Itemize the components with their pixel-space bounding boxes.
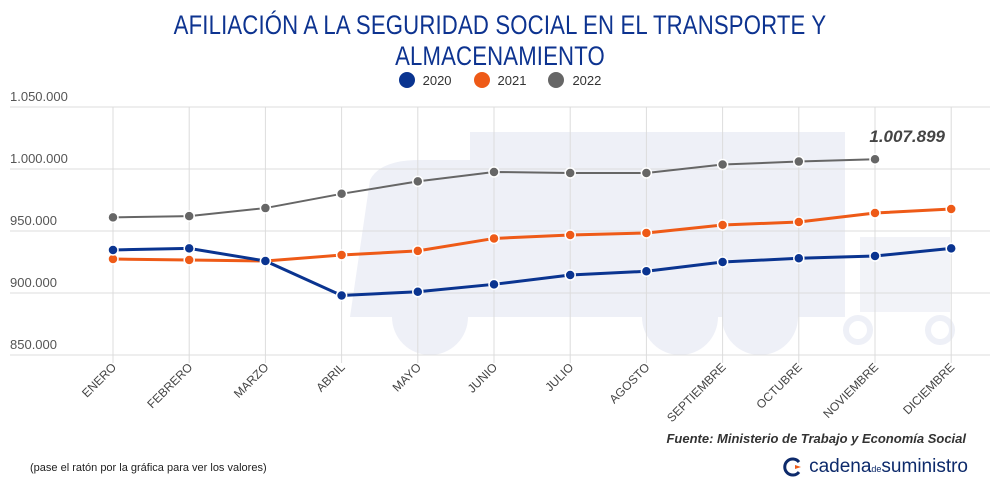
legend-label: 2020 (422, 72, 452, 88)
data-point-2021-diciembre[interactable] (945, 203, 957, 215)
x-tick-label: SEPTIEMBRE (664, 360, 729, 425)
y-tick-label: 900.000 (10, 275, 57, 290)
data-point-2022-marzo[interactable] (259, 202, 272, 214)
y-tick-label: 1.000.000 (10, 151, 68, 166)
data-point-2021-octubre[interactable] (793, 216, 805, 228)
x-tick-label: AGOSTO (606, 360, 652, 406)
data-point-2020-febrero[interactable] (183, 242, 195, 255)
data-point-2020-julio[interactable] (564, 269, 576, 281)
logo-icon (783, 457, 802, 477)
data-point-2022-septiembre[interactable] (716, 158, 729, 171)
legend-item-2020[interactable]: 2020 (398, 72, 452, 88)
legend-item-2021[interactable]: 2021 (473, 72, 527, 88)
x-tick-label: MARZO (231, 360, 272, 401)
data-point-2021-noviembre[interactable] (869, 207, 881, 219)
data-point-2022-junio[interactable] (488, 166, 500, 178)
logo-text-2: de (871, 464, 882, 474)
data-point-2021-septiembre[interactable] (716, 219, 729, 231)
data-point-2022-abril[interactable] (335, 188, 348, 200)
legend-label: 2022 (572, 72, 602, 88)
x-tick-label: JULIO (542, 360, 576, 394)
data-point-2021-mayo[interactable] (412, 245, 424, 257)
value-annotation: 1.007.899 (869, 127, 945, 146)
data-point-2021-febrero[interactable] (183, 254, 195, 266)
data-point-2022-noviembre[interactable] (869, 153, 881, 165)
x-tick-label: DICIEMBRE (900, 360, 957, 417)
x-tick-label: FEBRERO (144, 360, 195, 411)
legend-marker-icon (473, 72, 490, 88)
data-point-2020-diciembre[interactable] (945, 242, 957, 255)
x-tick-label: ABRIL (313, 360, 348, 395)
legend-marker-icon (398, 72, 415, 88)
legend-marker-icon (548, 72, 565, 88)
data-point-2020-noviembre[interactable] (869, 250, 881, 262)
y-tick-label: 850.000 (10, 337, 57, 352)
data-point-2022-febrero[interactable] (183, 210, 195, 222)
data-point-2020-junio[interactable] (488, 278, 500, 291)
data-point-2021-abril[interactable] (335, 249, 348, 261)
legend-item-2022[interactable]: 2022 (548, 72, 601, 88)
y-tick-label: 950.000 (10, 213, 57, 228)
chart-title: AFILIACIÓN A LA SEGURIDAD SOCIAL EN EL T… (173, 10, 827, 71)
legend: 2020 2021 2022 (0, 72, 1000, 88)
x-tick-label: ENERO (79, 360, 119, 400)
data-point-2022-enero[interactable] (107, 211, 119, 224)
data-point-2020-abril[interactable] (335, 289, 348, 302)
y-tick-label: 1.050.000 (10, 89, 68, 104)
series-line-2020 (112, 246, 952, 297)
x-tick-label: OCTUBRE (754, 360, 805, 411)
line-chart: 850.000 900.000 950.000 1.000.000 1.050.000 E… (10, 89, 990, 425)
data-point-2021-junio[interactable] (488, 232, 500, 245)
x-tick-label: JUNIO (465, 360, 500, 395)
data-point-2022-julio[interactable] (564, 167, 576, 179)
logo-text-1: cadena (809, 456, 872, 477)
x-tick-label: NOVIEMBRE (820, 360, 881, 421)
data-point-2020-mayo[interactable] (412, 286, 424, 298)
background-truck-silhouette (350, 132, 955, 355)
data-point-2022-mayo[interactable] (412, 175, 424, 188)
cadena-de-suministro-logo[interactable]: cadenadesuministro (783, 456, 968, 478)
series-line-2021 (112, 207, 952, 263)
data-point-2021-julio[interactable] (564, 229, 576, 241)
logo-text-3: suministro (881, 456, 968, 477)
data-point-2022-octubre[interactable] (793, 155, 805, 168)
x-tick-label: MAYO (390, 360, 424, 394)
hover-hint: (pase el ratón por la gráfica para ver l… (30, 462, 267, 474)
legend-label: 2021 (497, 72, 527, 88)
data-point-2020-enero[interactable] (107, 244, 119, 256)
source-note: Fuente: Ministerio de Trabajo y Economía… (666, 431, 966, 446)
data-point-2020-octubre[interactable] (793, 252, 805, 265)
data-point-2020-marzo[interactable] (259, 255, 272, 267)
data-point-2021-agosto[interactable] (640, 227, 653, 239)
data-point-2020-septiembre[interactable] (716, 256, 729, 268)
data-point-2020-agosto[interactable] (640, 265, 653, 278)
data-point-2022-agosto[interactable] (640, 167, 653, 179)
